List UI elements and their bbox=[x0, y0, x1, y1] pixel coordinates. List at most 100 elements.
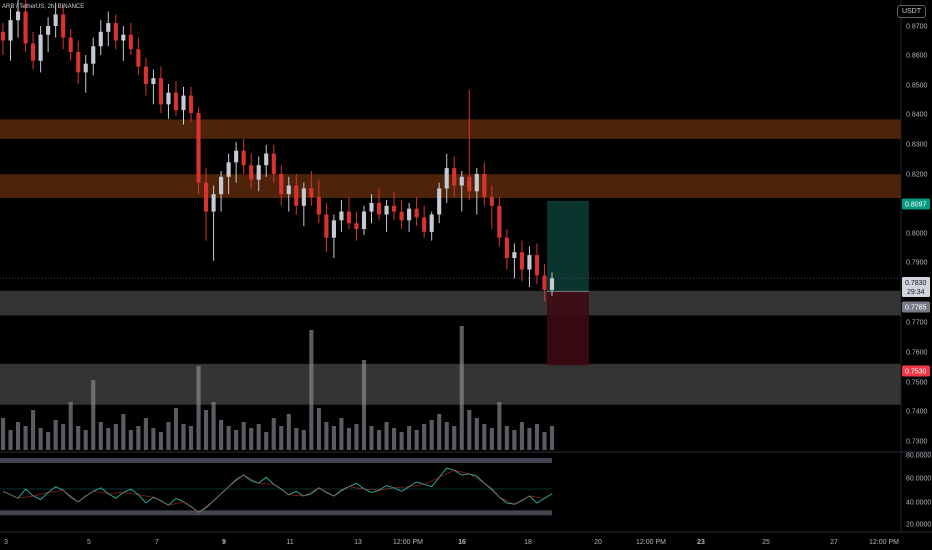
price-tick: 0.8600 bbox=[906, 53, 928, 60]
volume-bar bbox=[399, 432, 404, 450]
candle-body bbox=[444, 168, 449, 189]
volume-bar bbox=[173, 408, 179, 450]
currency-button[interactable]: USDT bbox=[896, 5, 926, 18]
volume-bar bbox=[452, 426, 457, 450]
candle-body bbox=[8, 20, 13, 41]
price-tick: 0.7900 bbox=[906, 260, 928, 267]
time-tick: 16 bbox=[458, 539, 466, 546]
volume-bar bbox=[407, 426, 412, 450]
volume-bar bbox=[422, 424, 427, 450]
candle-body bbox=[158, 78, 163, 105]
volume-bar bbox=[504, 426, 509, 450]
volume-bar bbox=[331, 426, 336, 450]
volume-bar bbox=[234, 430, 239, 450]
volume-bar bbox=[392, 428, 397, 450]
candle-body bbox=[264, 153, 269, 166]
volume-bar bbox=[38, 428, 43, 450]
volume-bar bbox=[369, 426, 374, 450]
volume-bar bbox=[316, 408, 321, 450]
volume-bar bbox=[83, 430, 88, 450]
price-tick: 0.8400 bbox=[906, 112, 928, 119]
candle-body bbox=[294, 185, 299, 206]
time-tick: 12:00 PM bbox=[393, 539, 423, 546]
candle-body bbox=[121, 34, 126, 41]
candle-body bbox=[392, 205, 397, 212]
price-tick: 0.7600 bbox=[906, 350, 928, 357]
volume-bar bbox=[437, 414, 442, 450]
candle-body bbox=[286, 185, 291, 195]
candle-body bbox=[346, 211, 352, 224]
volume-bar bbox=[76, 426, 81, 450]
candle-body bbox=[504, 237, 509, 258]
candle-body bbox=[279, 173, 284, 195]
candle-body bbox=[256, 165, 261, 180]
candle-body bbox=[414, 208, 419, 218]
candle-body bbox=[422, 217, 427, 232]
candle-body bbox=[0, 31, 6, 41]
candle-body bbox=[136, 49, 141, 67]
time-tick: 27 bbox=[830, 539, 838, 546]
candle-body bbox=[512, 252, 517, 258]
long-position-tool[interactable] bbox=[0, 200, 901, 366]
volume-bar bbox=[53, 420, 58, 450]
candle-body bbox=[369, 202, 374, 212]
time-tick: 5 bbox=[87, 539, 91, 546]
candle-body bbox=[542, 275, 547, 290]
price-tick: 0.8000 bbox=[906, 231, 928, 238]
candle-body bbox=[76, 52, 81, 73]
time-tick: 13 bbox=[354, 539, 362, 546]
volume-bar bbox=[196, 366, 201, 450]
candle-body bbox=[482, 173, 487, 198]
volume-bar bbox=[143, 418, 148, 450]
candle-body bbox=[309, 188, 314, 198]
volume-bar bbox=[113, 424, 118, 450]
time-tick: 23 bbox=[697, 539, 705, 546]
volume-bar bbox=[376, 430, 382, 450]
volume-bar bbox=[121, 414, 126, 450]
target-price-label-bg bbox=[902, 198, 930, 210]
candlestick-series bbox=[0, 0, 555, 302]
candle-body bbox=[376, 202, 382, 215]
candle-body bbox=[361, 211, 367, 229]
volume-bar bbox=[0, 418, 6, 450]
candle-body bbox=[219, 176, 224, 195]
supply-zone-2 bbox=[0, 174, 901, 198]
candle-body bbox=[53, 14, 58, 26]
price-tick: 0.8500 bbox=[906, 83, 928, 90]
volume-bar bbox=[512, 430, 517, 450]
volume-bar bbox=[534, 424, 540, 450]
time-tick: 12:00 PM bbox=[869, 539, 899, 546]
candle-body bbox=[61, 14, 66, 38]
candle-body bbox=[331, 220, 336, 238]
candle-body bbox=[399, 211, 404, 221]
volume-bar bbox=[542, 432, 547, 450]
volume-bar bbox=[188, 426, 194, 450]
stop-price-label-bg bbox=[902, 365, 930, 377]
demand-zone-4 bbox=[0, 363, 901, 405]
volume-bar bbox=[279, 426, 284, 450]
candle-body bbox=[211, 194, 216, 212]
volume-bar bbox=[384, 422, 389, 450]
price-axis[interactable]: 0.8700 0.8600 0.8500 0.8400 0.8300 0.8200 0.80… bbox=[906, 24, 928, 446]
candle-body bbox=[249, 165, 254, 180]
candle-body bbox=[226, 162, 231, 177]
candle-body bbox=[234, 150, 239, 163]
time-tick: 20 bbox=[594, 539, 602, 546]
volume-bar bbox=[309, 330, 314, 450]
volume-bar bbox=[166, 422, 171, 450]
candle-body bbox=[301, 188, 306, 206]
candle-body bbox=[91, 46, 96, 64]
volume-bar bbox=[474, 418, 479, 450]
symbol-title[interactable]: ARB / TetherUS, 2h, BINANCE bbox=[2, 4, 85, 10]
rsi-tick: 60.0000 bbox=[906, 476, 931, 483]
volume-bar bbox=[256, 424, 261, 450]
time-axis[interactable]: 3 5 7 9 11 13 12:00 PM 16 18 20 12:00 PM 23 25 27 12:0… bbox=[4, 539, 899, 546]
volume-bar bbox=[361, 360, 367, 450]
candle-body bbox=[128, 34, 133, 50]
candle-body bbox=[549, 278, 555, 290]
time-tick: 3 bbox=[4, 539, 8, 546]
price-tick: 0.7700 bbox=[906, 320, 928, 327]
volume-bars bbox=[0, 326, 555, 450]
time-tick: 11 bbox=[286, 539, 293, 546]
